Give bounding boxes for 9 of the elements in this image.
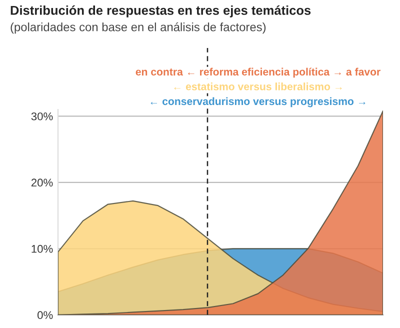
- chart-title: Distribución de respuestas en tres ejes temáticos: [10, 5, 311, 18]
- text: ← conservadurismo versus progresismo →: [150, 97, 366, 108]
- y-tick-label: 20%: [31, 178, 53, 187]
- chart-subtitle: (polaridades con base en el análisis de factores): [10, 22, 266, 34]
- text: ← estatismo versus liberalismo →: [174, 82, 342, 90]
- y-tick-label: 10%: [32, 244, 53, 253]
- text: en contra ← reforma eficiencia política → a favor: [136, 68, 380, 78]
- y-tick-label: 0%: [38, 311, 53, 320]
- y-tick-label: 30%: [31, 112, 53, 120]
